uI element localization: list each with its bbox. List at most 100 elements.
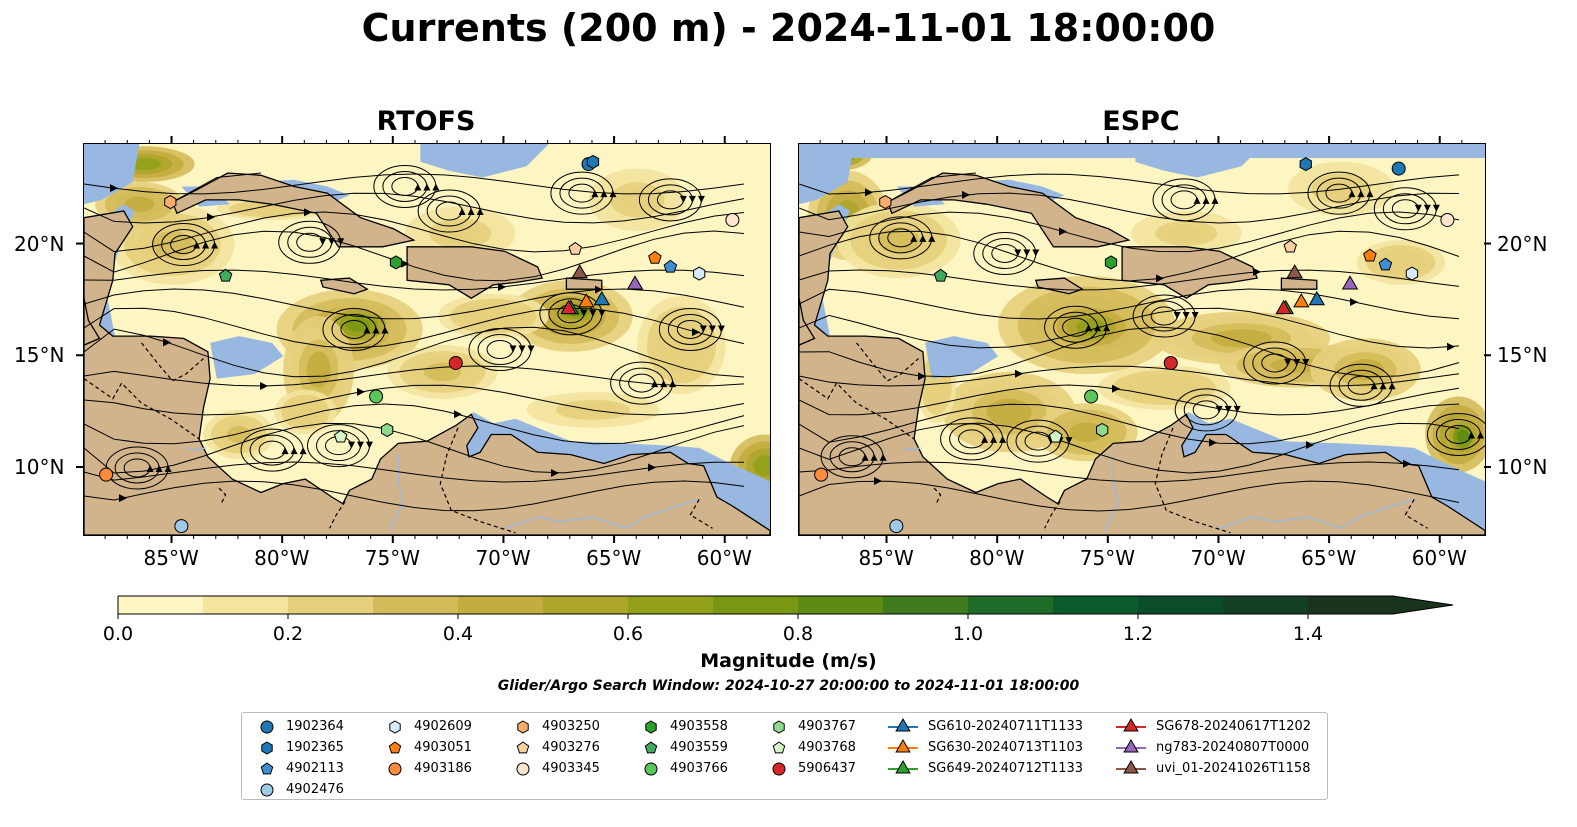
lon-tick-label: 60°W [1411, 546, 1467, 570]
land-polygon [406, 246, 544, 299]
lon-tick-label: 65°W [1301, 546, 1357, 570]
legend-item-float: 1902364 [256, 716, 344, 736]
legend-marker-icon [516, 741, 530, 754]
legend-item-float: 4903051 [384, 737, 472, 757]
map-espc[interactable] [798, 143, 1486, 536]
legend-marker-icon [773, 720, 785, 734]
lon-tick-label: 70°W [475, 546, 531, 570]
float-4903767-espc [1096, 422, 1109, 438]
land-polygon [319, 277, 369, 295]
colorbar-tick-label: 1.4 [1292, 623, 1324, 645]
lon-tick-label: 70°W [1190, 546, 1246, 570]
float-4903766-rtofs [369, 389, 384, 404]
glider-ng783-20240807T0000-rtofs [626, 275, 644, 290]
legend-marker-icon [888, 717, 918, 732]
float-4902609-espc [1405, 266, 1419, 281]
lon-tick-label: 85°W [143, 546, 199, 570]
legend-item-float: 4903766 [640, 758, 728, 778]
land-polygon [799, 210, 1485, 535]
legend-item-float: 1902365 [256, 737, 344, 757]
legend-marker [772, 741, 786, 754]
legend-item-float: 4903345 [512, 758, 600, 778]
legend-marker [260, 783, 274, 797]
legend-item-float: 4903558 [640, 716, 728, 736]
legend-item-float: 4902113 [256, 758, 344, 778]
float-4903559-rtofs [218, 268, 233, 282]
legend-marker-icon [260, 783, 274, 797]
float-4903250-rtofs [164, 195, 177, 210]
legend-marker [1123, 759, 1139, 774]
glider-SG610-20240711T1133-rtofs [593, 290, 611, 306]
legend-label: 4903767 [798, 718, 856, 734]
legend-marker [260, 762, 274, 775]
colorbar-segment [1223, 596, 1309, 614]
colorbar-label: Magnitude (m/s) [700, 650, 877, 672]
lat-tick-label: 20°N [14, 231, 65, 256]
float-4902476-rtofs [174, 519, 189, 534]
legend-marker [773, 720, 785, 734]
legend-marker-icon [1116, 717, 1146, 732]
legend-marker [388, 762, 402, 776]
float-4903345-espc [1440, 212, 1455, 227]
legend-marker [645, 720, 657, 734]
land-polygon [1121, 246, 1259, 299]
lat-tick-label: 15°N [1497, 343, 1548, 368]
colorbar-segment [713, 596, 799, 614]
legend-item-glider: ng783-20240807T0000 [1114, 737, 1309, 757]
float-4903766-espc [1084, 389, 1099, 404]
tick-marks [819, 136, 1491, 543]
legend-label: 4903250 [542, 718, 600, 734]
legend-item-glider: SG649-20240712T1133 [886, 758, 1083, 778]
float-4902476-espc [889, 519, 904, 534]
legend-item-float: 4903186 [384, 758, 472, 778]
legend-marker [895, 717, 911, 732]
lat-tick-label: 10°N [14, 454, 65, 479]
lon-tick-label: 85°W [858, 546, 914, 570]
legend: 1902364 1902365 4902113 4902476 4902609 49030… [241, 712, 1328, 800]
lon-tick-label: 80°W [254, 546, 310, 570]
legend-marker-icon [1116, 759, 1146, 774]
legend-marker [1123, 717, 1139, 732]
legend-marker [388, 741, 402, 754]
legend-item-float: 4903559 [640, 737, 728, 757]
legend-item-float: 4903767 [768, 716, 856, 736]
tick-marks [76, 136, 748, 543]
float-5906437-espc [1163, 355, 1178, 370]
legend-label: 1902365 [286, 739, 344, 755]
legend-marker [261, 741, 273, 755]
legend-marker-icon [517, 720, 529, 734]
legend-item-glider: SG678-20240617T1202 [1114, 716, 1311, 736]
legend-label: 4902476 [286, 781, 344, 797]
legend-label: SG649-20240712T1133 [928, 760, 1084, 776]
float-4903250-espc [879, 195, 892, 210]
colorbar-extend-arrow [1393, 596, 1453, 614]
colorbar-tick-label: 0.4 [442, 623, 474, 645]
colorbar-segment [288, 596, 374, 614]
legend-item-glider: uvi_01-20241026T1158 [1114, 758, 1310, 778]
legend-marker-icon [644, 741, 658, 754]
map-rtofs[interactable] [83, 143, 771, 536]
legend-marker-icon [261, 741, 273, 755]
legend-item-float: 4902476 [256, 779, 344, 799]
colorbar-tick-label: 0.8 [782, 623, 814, 645]
colorbar-tick-label: 0.0 [102, 623, 134, 645]
float-4903276-rtofs [568, 241, 582, 255]
legend-marker-icon [644, 762, 658, 776]
legend-marker [1123, 738, 1139, 753]
legend-label: 4903559 [670, 739, 728, 755]
colorbar-segment [628, 596, 714, 614]
float-4903051-espc [1363, 248, 1377, 262]
legend-marker [895, 738, 911, 753]
panel-title-espc: ESPC [1102, 106, 1180, 137]
float-4903558-rtofs [389, 255, 403, 270]
legend-marker-icon [772, 741, 786, 754]
colorbar-segment [1138, 596, 1224, 614]
colorbar-tick-label: 1.2 [1122, 623, 1154, 645]
float-4903186-rtofs [99, 467, 114, 482]
land-polygon [799, 298, 816, 346]
lon-tick-label: 65°W [586, 546, 642, 570]
legend-item-glider: SG630-20240713T1103 [886, 737, 1083, 757]
colorbar-segment [543, 596, 629, 614]
legend-item-float: 4902609 [384, 716, 472, 736]
glider-SG630-20240713T1103-rtofs [578, 293, 595, 308]
